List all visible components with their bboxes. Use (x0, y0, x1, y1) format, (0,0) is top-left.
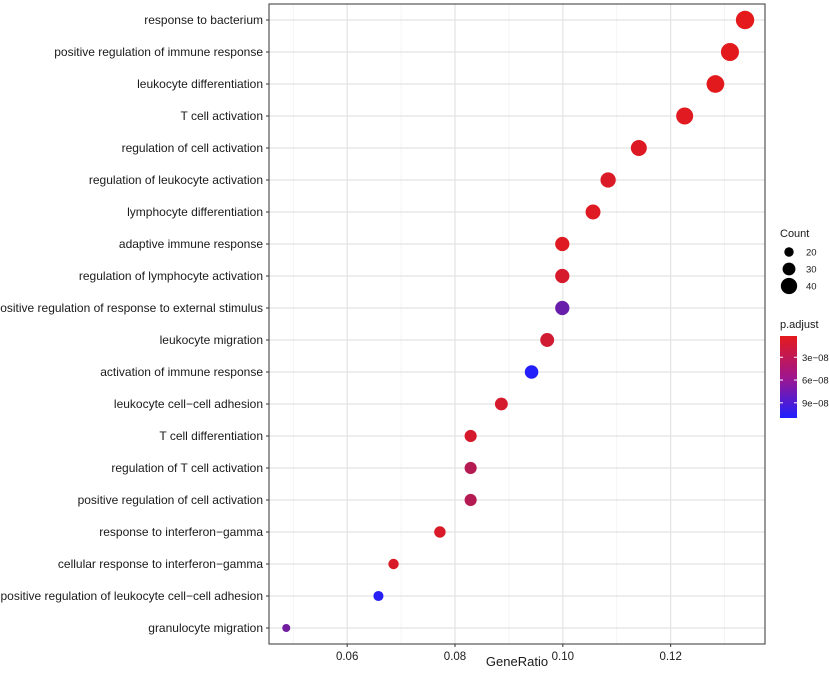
data-point (464, 493, 477, 507)
x-tick-label: 0.10 (552, 651, 574, 663)
color-legend-label: 9e−08 (802, 398, 829, 409)
size-legend-key (782, 262, 796, 276)
color-legend-label: 3e−08 (802, 353, 829, 364)
y-tick-label: T cell activation (181, 109, 263, 123)
color-legend-bar (780, 336, 797, 418)
y-tick-label: granulocyte migration (148, 621, 263, 635)
x-axis-ticks: 0.06 0.08 0.10 0.12 (336, 644, 682, 663)
y-tick-label: positive regulation of leukocyte cell−ce… (1, 589, 264, 603)
x-tick-label: 0.08 (444, 651, 466, 663)
plot-panel (268, 3, 766, 645)
data-point (524, 365, 539, 379)
data-point (585, 204, 601, 220)
plot-border (268, 3, 766, 645)
y-tick-label: lymphocyte differentiation (127, 205, 263, 219)
y-tick-label: cellular response to interferon−gamma (58, 557, 263, 571)
y-tick-label: positive regulation of response to exter… (0, 301, 263, 315)
size-legend-label: 40 (806, 282, 817, 293)
y-tick-label: positive regulation of immune response (54, 45, 263, 59)
data-point (464, 461, 477, 475)
data-point (282, 624, 291, 632)
color-legend: p.adjust 3e−08 6e−08 9e−08 (780, 319, 829, 418)
data-points (282, 10, 755, 632)
size-legend-key (780, 277, 798, 295)
y-tick-label: leukocyte differentiation (137, 77, 263, 91)
y-tick-label: activation of immune response (100, 365, 263, 379)
data-point (555, 268, 570, 284)
data-point (676, 107, 694, 125)
color-legend-label: 6e−08 (802, 376, 829, 387)
y-tick-label: leukocyte cell−cell adhesion (114, 397, 263, 411)
y-tick-label: positive regulation of cell activation (78, 493, 263, 507)
y-tick-label: leukocyte migration (160, 333, 263, 347)
data-point (434, 526, 446, 538)
data-point (706, 75, 725, 93)
data-point (555, 236, 570, 252)
y-tick-label: regulation of cell activation (122, 141, 263, 155)
data-point (494, 397, 508, 411)
data-point (600, 172, 616, 188)
size-legend: Count 20 30 40 (780, 228, 817, 295)
x-tick-label: 0.06 (336, 651, 358, 663)
data-point (630, 140, 647, 156)
y-tick-label: response to interferon−gamma (99, 525, 263, 539)
data-point (540, 333, 555, 347)
size-legend-label: 30 (806, 265, 817, 276)
data-point (464, 429, 477, 443)
data-point (388, 558, 399, 570)
size-legend-title: Count (780, 228, 809, 240)
x-tick-label: 0.12 (659, 651, 681, 663)
y-tick-label: response to bacterium (144, 13, 263, 27)
data-point (735, 10, 755, 30)
data-point (720, 42, 739, 62)
size-legend-key (784, 247, 794, 257)
y-tick-label: T cell differentiation (159, 429, 263, 443)
y-tick-label: regulation of T cell activation (111, 461, 263, 475)
grid-minor (292, 4, 725, 644)
grid-major (269, 4, 765, 644)
y-tick-label: adaptive immune response (119, 237, 263, 251)
data-point (555, 300, 570, 316)
y-axis-labels: response to bacterium positive regulation… (0, 13, 269, 635)
y-tick-label: regulation of leukocyte activation (89, 173, 263, 187)
size-legend-label: 20 (806, 248, 817, 259)
color-legend-title: p.adjust (780, 319, 819, 331)
x-axis-title: GeneRatio (486, 654, 548, 669)
y-tick-label: regulation of lymphocyte activation (79, 269, 263, 283)
data-point (373, 590, 384, 602)
